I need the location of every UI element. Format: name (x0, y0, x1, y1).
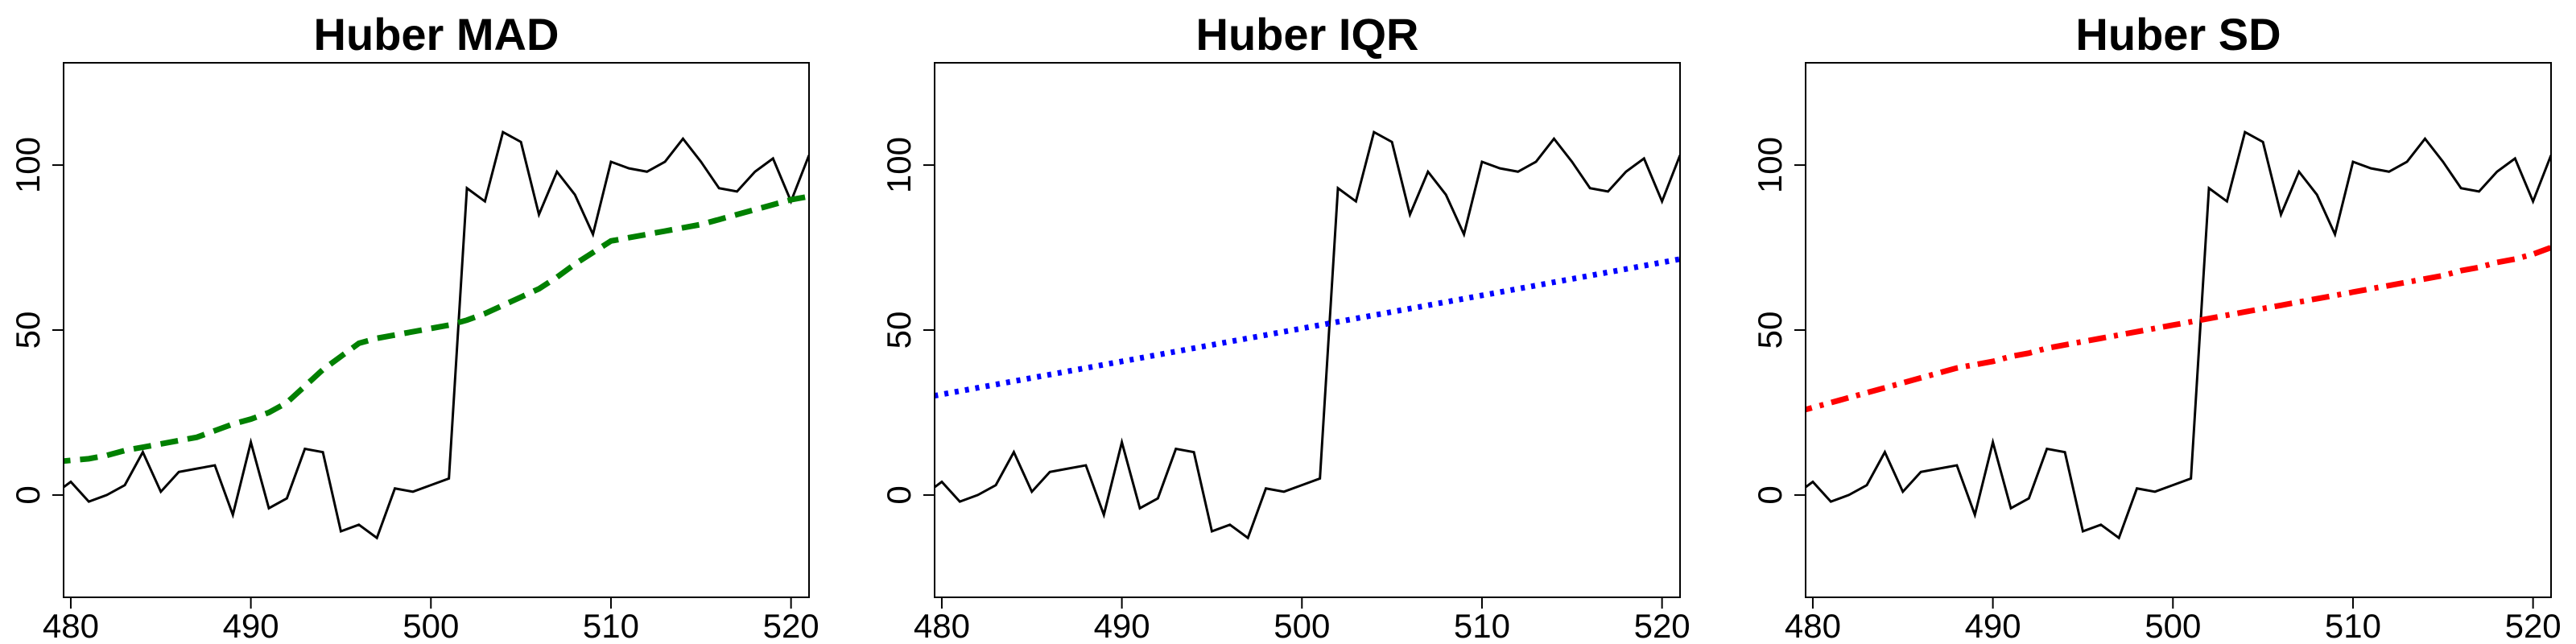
x-tick-label: 500 (1274, 607, 1330, 644)
x-tick-label: 520 (763, 607, 819, 644)
chart-title: Huber MAD (314, 9, 559, 60)
plot-frame (63, 62, 810, 598)
x-tick-label: 490 (1094, 607, 1150, 644)
x-tick-label: 500 (2145, 607, 2201, 644)
y-tick-label: 0 (9, 485, 47, 504)
x-tick-label: 510 (2325, 607, 2381, 644)
x-tick-label: 490 (223, 607, 279, 644)
x-tick-label: 480 (1785, 607, 1841, 644)
x-tick-label: 480 (43, 607, 99, 644)
y-tick-label: 100 (880, 137, 918, 193)
x-tick-label: 500 (402, 607, 459, 644)
y-tick-label: 100 (9, 137, 47, 193)
panel: Huber IQR 0 50 100 480 490 500 510 520 (880, 9, 1690, 644)
panel: Huber MAD 0 50 100 480 490 500 510 520 (9, 9, 819, 644)
plot-frame (934, 62, 1681, 598)
y-tick-label: 0 (880, 485, 918, 504)
series-line (935, 130, 1680, 540)
chart-title: Huber IQR (1196, 9, 1419, 60)
series-line (64, 130, 809, 540)
series-line (64, 193, 809, 464)
chart-title: Huber SD (2075, 9, 2281, 60)
y-tick-label: 50 (880, 312, 918, 349)
y-tick-label: 0 (1751, 485, 1789, 504)
series-line (935, 256, 1680, 399)
y-tick-label: 50 (1751, 312, 1789, 349)
series-line (1806, 245, 2551, 413)
y-tick-label: 50 (9, 312, 47, 349)
x-tick-label: 510 (1454, 607, 1510, 644)
panel: Huber SD 0 50 100 480 490 500 510 520 (1751, 9, 2562, 644)
plot-frame (1805, 62, 2552, 598)
x-tick-label: 520 (1634, 607, 1690, 644)
series-line (1806, 130, 2551, 540)
x-tick-label: 510 (583, 607, 639, 644)
x-tick-label: 490 (1965, 607, 2021, 644)
x-tick-label: 480 (914, 607, 970, 644)
x-tick-label: 520 (2505, 607, 2562, 644)
y-tick-label: 100 (1751, 137, 1789, 193)
